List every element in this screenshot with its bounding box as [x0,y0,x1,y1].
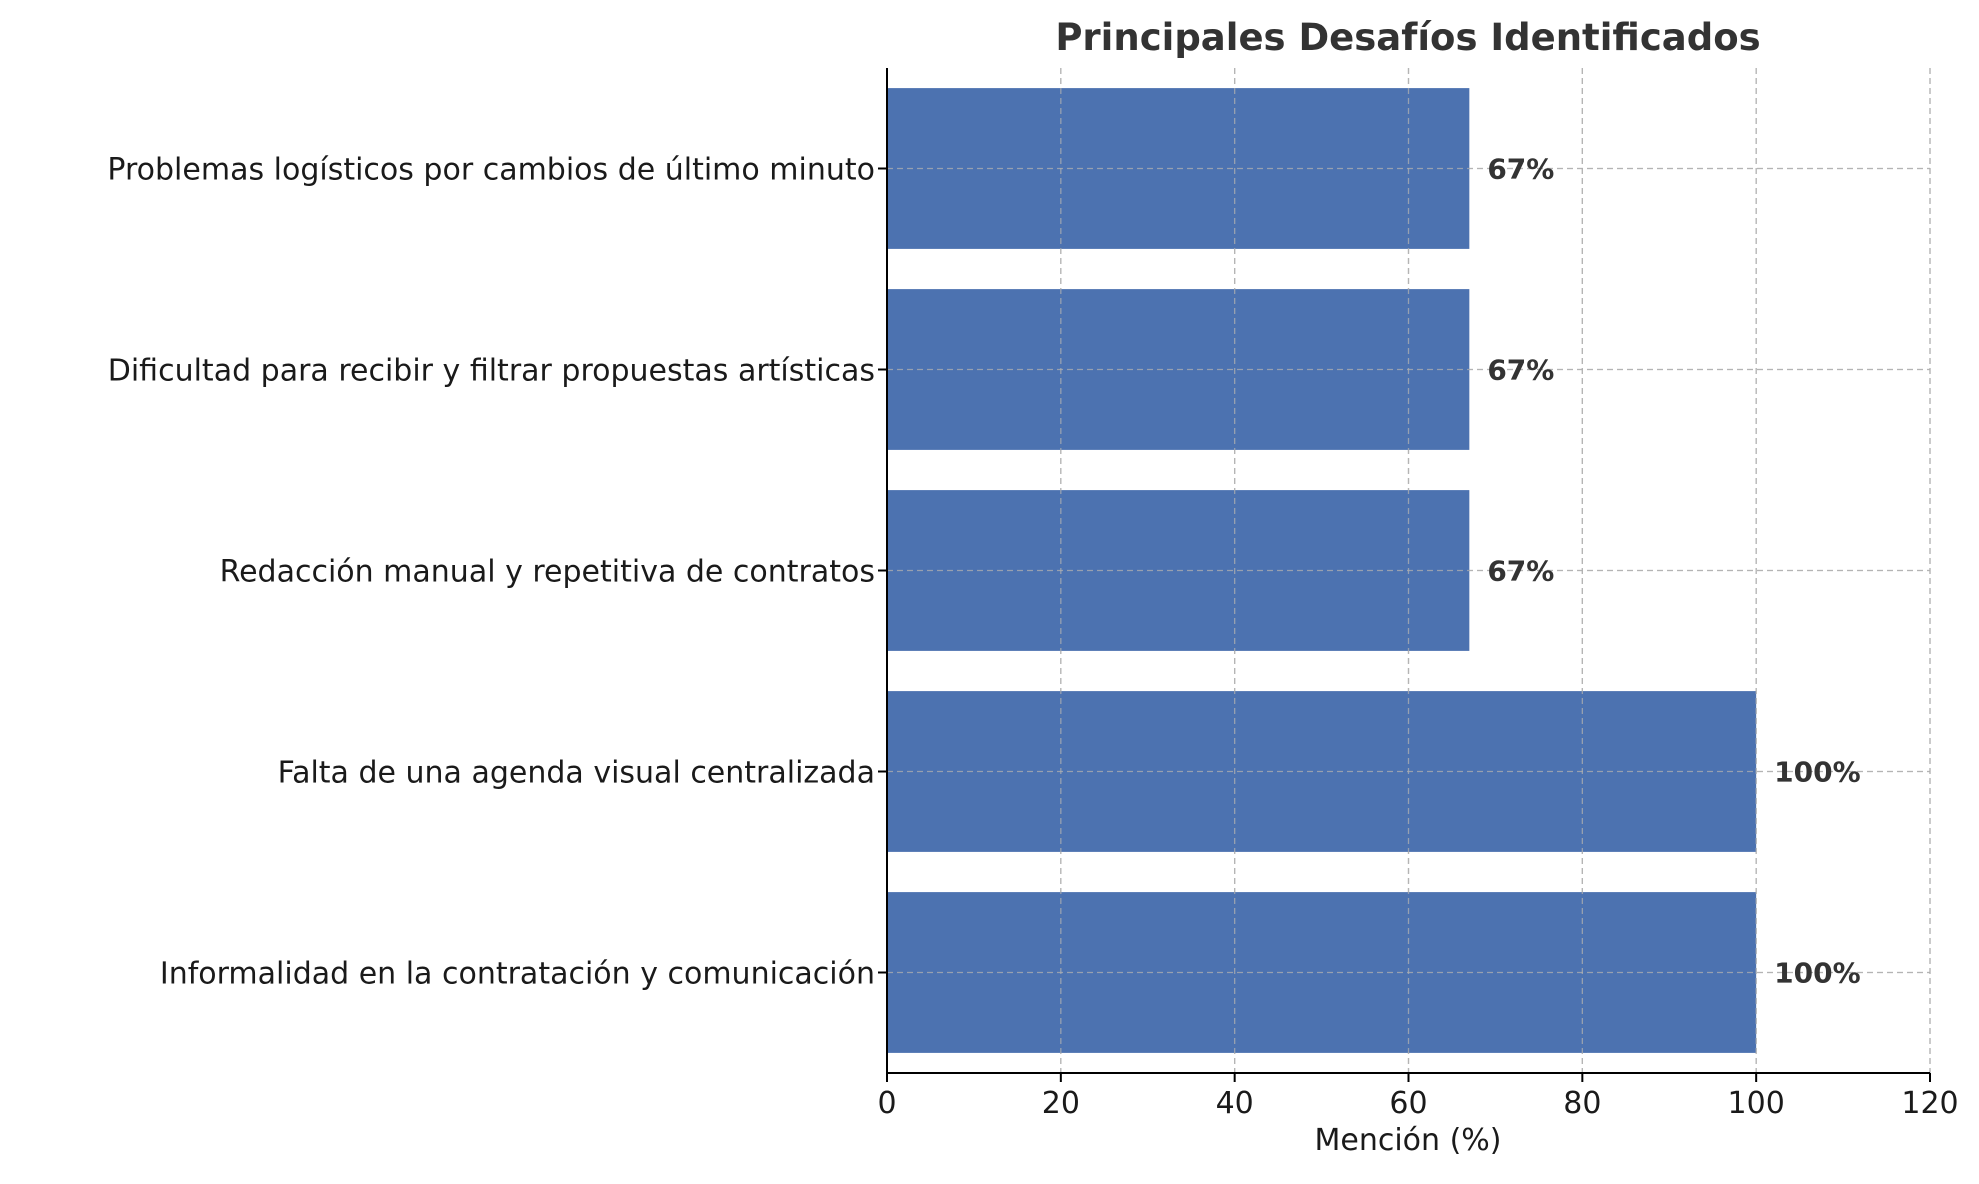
x-tick-label: 80 [1563,1086,1601,1121]
chart-title: Principales Desafíos Identificados [1055,16,1760,59]
category-label: Redacción manual y repetitiva de contrat… [220,555,875,590]
axes-layer [878,68,1931,1082]
x-axis-title: Mención (%) [1314,1123,1501,1158]
data-label: 100% [1774,756,1861,789]
data-label: 100% [1774,957,1861,990]
x-tick-label: 100 [1728,1086,1785,1121]
data-label: 67% [1487,354,1554,387]
data-label: 67% [1487,153,1554,186]
x-tick-label: 60 [1389,1086,1427,1121]
bars-layer [887,68,1931,1073]
x-tick-label: 20 [1042,1086,1080,1121]
category-label: Falta de una agenda visual centralizada [278,756,875,791]
category-label: Dificultad para recibir y filtrar propue… [108,354,875,389]
labels-layer: 0 20 40 60 80 100 120 Informalidad en la contra… [107,153,1958,1122]
category-label: Problemas logísticos por cambios de últi… [107,153,875,188]
x-tick-label: 120 [1901,1086,1958,1121]
x-tick-label: 40 [1216,1086,1254,1121]
category-label: Informalidad en la contratación y comuni… [160,957,875,992]
data-label: 67% [1487,555,1554,588]
x-tick-label: 0 [877,1086,896,1121]
